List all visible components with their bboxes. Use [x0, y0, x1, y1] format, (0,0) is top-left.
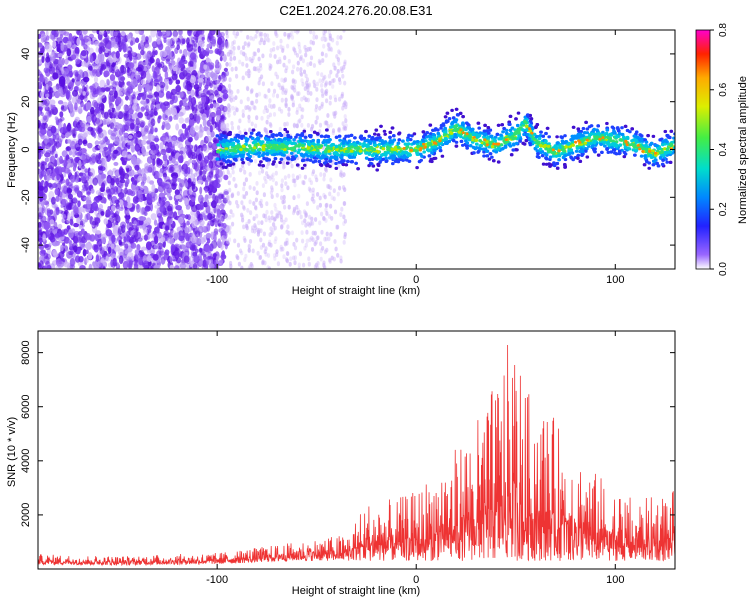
colorbar-tick-label: 0.4: [718, 142, 729, 156]
spectrogram-ytick-label: 40: [20, 48, 32, 60]
spectrogram-ytick-label: 0: [20, 146, 32, 152]
colorbar-gradient: [696, 30, 710, 269]
snr-ytick-label: 4000: [20, 449, 32, 473]
snr-ylabel: SNR (10 * v/v): [6, 417, 18, 487]
snr-xtick-label: -100: [206, 574, 228, 586]
spectrogram-ytick-label: -20: [20, 189, 32, 205]
colorbar: 0.0 0.2 0.4 0.6 0.8 Normalized spectral ampl…: [696, 23, 749, 276]
snr-series-line: [38, 345, 675, 565]
figure-title: C2E1.2024.276.20.08.E31: [279, 3, 432, 18]
colorbar-tick-label: 0.6: [718, 82, 729, 96]
snr-plot-area: [38, 345, 675, 565]
spectrogram-ytick-label: 20: [20, 96, 32, 108]
spectrogram-ytick-label: -40: [20, 237, 32, 253]
colorbar-tick-label: 0.2: [718, 202, 729, 216]
colorbar-label: Normalized spectral amplitude: [737, 76, 749, 224]
spectrogram-xtick-label: 100: [606, 274, 624, 286]
snr-xlabel: Height of straight line (km): [292, 585, 420, 597]
colorbar-tick-label: 0.8: [718, 23, 729, 37]
colorbar-tick-label: 0.0: [718, 262, 729, 276]
snr-xtick-label: 100: [606, 574, 624, 586]
snr-ytick-label: 2000: [20, 503, 32, 527]
snr-ytick-label: 8000: [20, 340, 32, 364]
spectrogram-ylabel: Frequency (Hz): [6, 112, 18, 188]
colorbar-ticks: 0.0 0.2 0.4 0.6 0.8: [710, 23, 729, 276]
spectrogram-heatmap: [35, 26, 677, 273]
spectrogram-xtick-label: -100: [206, 274, 228, 286]
spectrogram-xlabel: Height of straight line (km): [292, 285, 420, 297]
snr-ytick-label: 6000: [20, 394, 32, 418]
